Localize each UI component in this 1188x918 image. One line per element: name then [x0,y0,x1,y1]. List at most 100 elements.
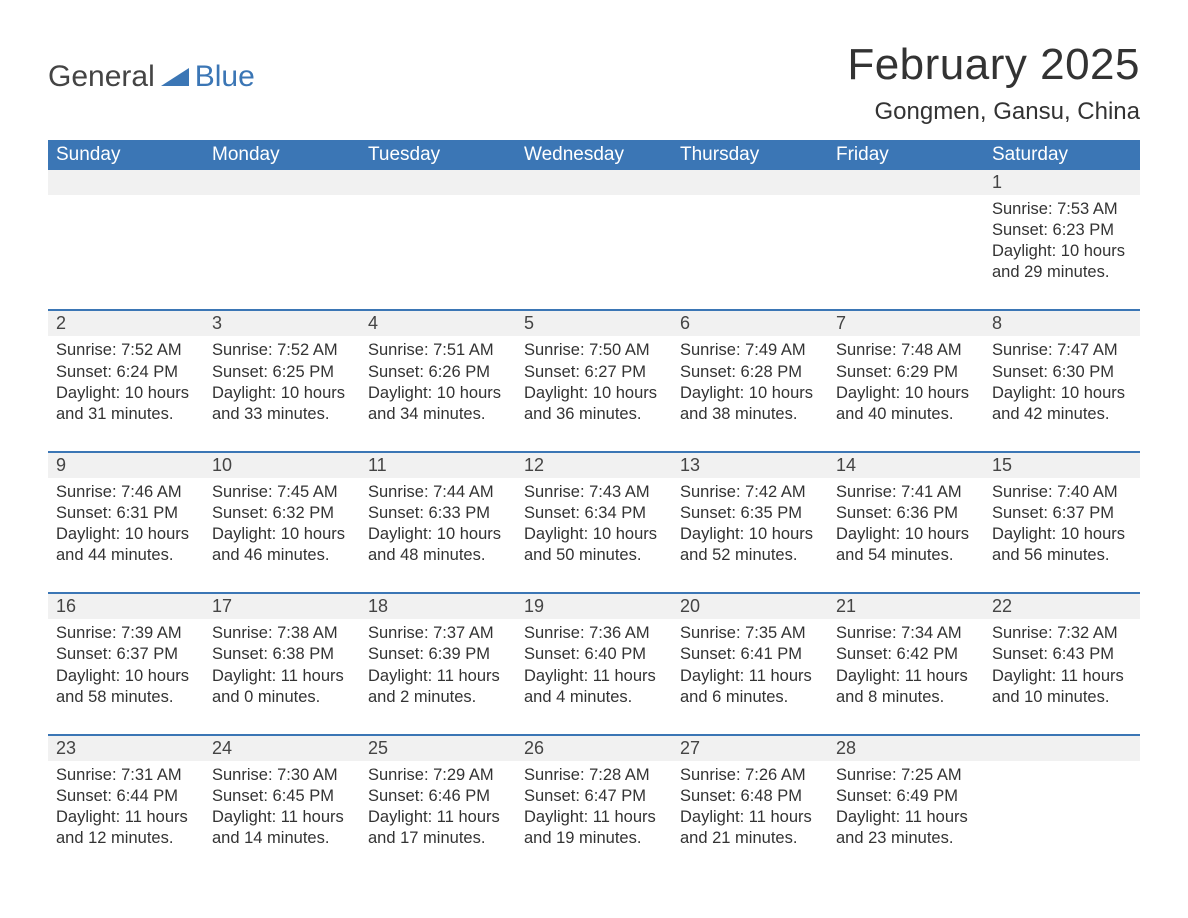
day-detail-cell: Sunrise: 7:46 AMSunset: 6:31 PMDaylight:… [48,478,204,593]
brand-word1: General [48,60,155,94]
day-number: 20 [680,596,700,616]
day2-text: and 19 minutes. [524,828,664,849]
day1-text: Daylight: 10 hours [56,383,196,404]
month-title: February 2025 [847,40,1140,90]
day-detail-cell: Sunrise: 7:26 AMSunset: 6:48 PMDaylight:… [672,761,828,875]
day2-text: and 2 minutes. [368,687,508,708]
sunrise-text: Sunrise: 7:39 AM [56,623,196,644]
day-number: 17 [212,596,232,616]
sunset-text: Sunset: 6:43 PM [992,644,1132,665]
day-number-cell [984,735,1140,761]
day-detail-cell: Sunrise: 7:51 AMSunset: 6:26 PMDaylight:… [360,336,516,451]
sunset-text: Sunset: 6:28 PM [680,362,820,383]
detail-row: Sunrise: 7:52 AMSunset: 6:24 PMDaylight:… [48,336,1140,451]
sunset-text: Sunset: 6:40 PM [524,644,664,665]
day1-text: Daylight: 11 hours [680,666,820,687]
day-detail-cell: Sunrise: 7:28 AMSunset: 6:47 PMDaylight:… [516,761,672,875]
day2-text: and 38 minutes. [680,404,820,425]
title-block: February 2025 Gongmen, Gansu, China [847,40,1140,136]
day1-text: Daylight: 11 hours [56,807,196,828]
sunset-text: Sunset: 6:45 PM [212,786,352,807]
day-number-cell: 25 [360,735,516,761]
day-detail-cell: Sunrise: 7:29 AMSunset: 6:46 PMDaylight:… [360,761,516,875]
day-detail-cell [984,761,1140,875]
day-number-cell: 3 [204,310,360,336]
day2-text: and 42 minutes. [992,404,1132,425]
day-number: 8 [992,313,1002,333]
day-number-cell: 16 [48,593,204,619]
sunrise-text: Sunrise: 7:51 AM [368,340,508,361]
sunrise-text: Sunrise: 7:43 AM [524,482,664,503]
day-detail-cell: Sunrise: 7:52 AMSunset: 6:24 PMDaylight:… [48,336,204,451]
day-detail-cell: Sunrise: 7:39 AMSunset: 6:37 PMDaylight:… [48,619,204,734]
daynum-row: 9101112131415 [48,452,1140,478]
sunset-text: Sunset: 6:49 PM [836,786,976,807]
day-number: 11 [368,455,387,475]
day-number: 10 [212,455,232,475]
day-detail-cell: Sunrise: 7:48 AMSunset: 6:29 PMDaylight:… [828,336,984,451]
day1-text: Daylight: 11 hours [524,807,664,828]
day-number-cell: 21 [828,593,984,619]
day-number: 25 [368,738,388,758]
day2-text: and 44 minutes. [56,545,196,566]
day1-text: Daylight: 10 hours [992,241,1132,262]
day-number-cell: 27 [672,735,828,761]
day-detail-cell: Sunrise: 7:43 AMSunset: 6:34 PMDaylight:… [516,478,672,593]
day-number: 18 [368,596,388,616]
daynum-row: 16 17 18 19 20 2122 [48,593,1140,619]
sunset-text: Sunset: 6:46 PM [368,786,508,807]
sunset-text: Sunset: 6:34 PM [524,503,664,524]
day2-text: and 6 minutes. [680,687,820,708]
day2-text: and 46 minutes. [212,545,352,566]
day2-text: and 33 minutes. [212,404,352,425]
day-number-cell: 7 [828,310,984,336]
detail-row: Sunrise: 7:31 AMSunset: 6:44 PMDaylight:… [48,761,1140,875]
day-number-cell: 9 [48,452,204,478]
day1-text: Daylight: 10 hours [368,383,508,404]
day-number-cell: 22 [984,593,1140,619]
sunrise-text: Sunrise: 7:42 AM [680,482,820,503]
day-detail-cell: Sunrise: 7:45 AMSunset: 6:32 PMDaylight:… [204,478,360,593]
day2-text: and 12 minutes. [56,828,196,849]
day-number: 6 [680,313,690,333]
day1-text: Daylight: 10 hours [992,524,1132,545]
day-number-cell: 24 [204,735,360,761]
day-number: 7 [836,313,846,333]
calendar-table: Sunday Monday Tuesday Wednesday Thursday… [48,140,1140,875]
day-number-cell: 19 [516,593,672,619]
sunset-text: Sunset: 6:27 PM [524,362,664,383]
day-number-cell [516,170,672,195]
day-number-cell: 4 [360,310,516,336]
sunrise-text: Sunrise: 7:30 AM [212,765,352,786]
sunrise-text: Sunrise: 7:41 AM [836,482,976,503]
day-number: 28 [836,738,856,758]
day-number: 19 [524,596,544,616]
day1-text: Daylight: 11 hours [368,807,508,828]
sunrise-text: Sunrise: 7:50 AM [524,340,664,361]
day2-text: and 31 minutes. [56,404,196,425]
detail-row: Sunrise: 7:46 AMSunset: 6:31 PMDaylight:… [48,478,1140,593]
day-number-cell [360,170,516,195]
day-number: 2 [56,313,66,333]
day-detail-cell: Sunrise: 7:35 AMSunset: 6:41 PMDaylight:… [672,619,828,734]
day-detail-cell: Sunrise: 7:53 AMSunset: 6:23 PMDaylight:… [984,195,1140,310]
header: General Blue February 2025 Gongmen, Gans… [48,40,1140,136]
day1-text: Daylight: 10 hours [524,524,664,545]
weekday-header: Monday [204,140,360,170]
day1-text: Daylight: 11 hours [212,666,352,687]
day1-text: Daylight: 10 hours [368,524,508,545]
day1-text: Daylight: 11 hours [836,666,976,687]
day-detail-cell [828,195,984,310]
day2-text: and 40 minutes. [836,404,976,425]
day2-text: and 14 minutes. [212,828,352,849]
day-detail-cell: Sunrise: 7:32 AMSunset: 6:43 PMDaylight:… [984,619,1140,734]
sunset-text: Sunset: 6:44 PM [56,786,196,807]
day2-text: and 36 minutes. [524,404,664,425]
sunset-text: Sunset: 6:33 PM [368,503,508,524]
day-detail-cell: Sunrise: 7:41 AMSunset: 6:36 PMDaylight:… [828,478,984,593]
detail-row: Sunrise: 7:39 AMSunset: 6:37 PMDaylight:… [48,619,1140,734]
day-detail-cell [672,195,828,310]
weekday-header: Thursday [672,140,828,170]
sunset-text: Sunset: 6:25 PM [212,362,352,383]
day2-text: and 29 minutes. [992,262,1132,283]
